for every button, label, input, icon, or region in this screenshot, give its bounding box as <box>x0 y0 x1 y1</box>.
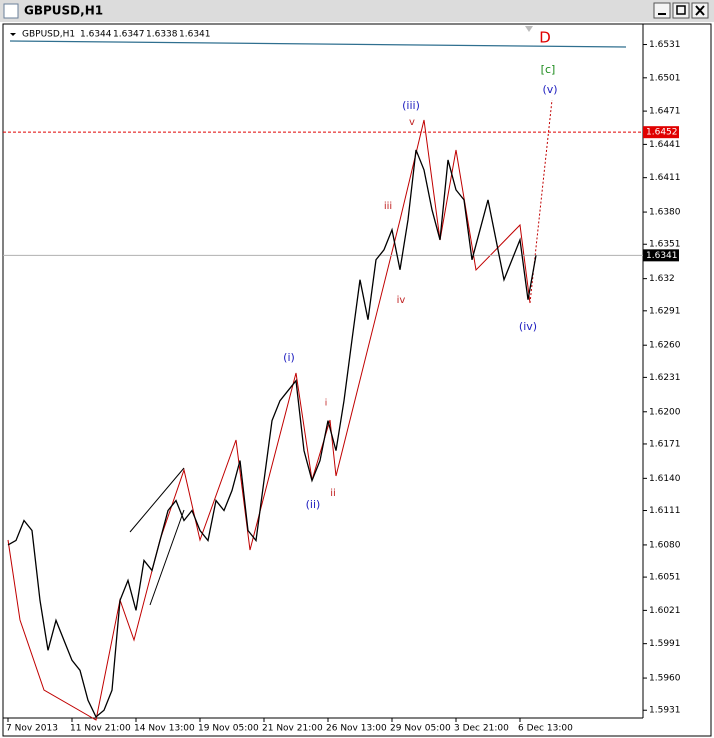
y-tick-label: 1.6471 <box>649 107 681 117</box>
price-label: 1.6452 <box>646 128 678 138</box>
y-tick-label: 1.6051 <box>649 573 681 583</box>
y-tick-label: 1.6501 <box>649 73 681 83</box>
window-title: GBPUSD,H1 <box>24 4 103 18</box>
header-symbol: GBPUSD,H1 <box>22 30 75 40</box>
y-tick-label: 1.6171 <box>649 439 681 449</box>
window-icon <box>3 3 19 19</box>
y-tick-label: 1.6351 <box>649 240 681 250</box>
channel-line <box>129 467 185 533</box>
y-tick-label: 1.6441 <box>649 140 681 150</box>
y-tick-label: 1.6531 <box>649 40 681 50</box>
x-tick-label: 29 Nov 05:00 <box>390 724 451 734</box>
y-tick-label: 1.6200 <box>649 407 681 417</box>
title-bar <box>0 0 714 22</box>
wave-label: iii <box>384 201 392 212</box>
price-label: 1.6341 <box>646 251 678 261</box>
header-arrow <box>10 33 16 36</box>
x-tick-label: 19 Nov 05:00 <box>198 724 259 734</box>
x-tick-label: 6 Dec 13:00 <box>518 724 573 734</box>
y-tick-label: 1.6231 <box>649 373 681 383</box>
header-ohlc: 1.6344 1.6347 1.6338 1.6341 <box>80 30 211 40</box>
wave-label: (v) <box>542 83 557 96</box>
y-tick-label: 1.6411 <box>649 173 681 183</box>
chart-border <box>2 23 712 737</box>
wave-label: ii <box>330 488 336 499</box>
y-tick-label: 1.5991 <box>649 639 681 649</box>
wave-label: (i) <box>283 351 295 364</box>
wave-label: (iii) <box>402 99 420 112</box>
header-ohlc-value: 1.6341 <box>179 30 211 40</box>
y-tick-label: 1.632 <box>649 274 675 284</box>
y-tick-label: 1.6111 <box>649 506 681 516</box>
wave-label: (iv) <box>519 320 537 333</box>
x-tick-label: 21 Nov 21:00 <box>262 724 323 734</box>
window-buttons[interactable] <box>653 2 709 19</box>
trend-line <box>9 40 627 48</box>
wave-label: (ii) <box>306 498 321 511</box>
y-tick-label: 1.6380 <box>649 208 681 218</box>
x-tick-label: 14 Nov 13:00 <box>134 724 195 734</box>
y-tick-label: 1.5960 <box>649 674 681 684</box>
y-tick-label: 1.6140 <box>649 474 681 484</box>
y-tick-label: 1.6260 <box>649 341 681 351</box>
x-tick-label: 3 Dec 21:00 <box>454 724 509 734</box>
price-label-box <box>643 126 679 139</box>
y-tick-label: 1.5931 <box>649 706 681 716</box>
maximize-icon <box>676 5 686 15</box>
y-tick-label: 1.6291 <box>649 306 681 316</box>
x-tick-label: 11 Nov 21:00 <box>70 724 131 734</box>
price-label-box <box>643 249 679 262</box>
x-tick-label: 7 Nov 2013 <box>6 724 58 734</box>
channel-line <box>149 509 185 606</box>
y-tick-label: 1.6021 <box>649 606 681 616</box>
wave-label: D <box>539 29 551 47</box>
wave-label: v <box>409 117 415 128</box>
header-ohlc-value: 1.6347 <box>113 30 145 40</box>
shift-marker <box>525 26 533 32</box>
wave-line <box>7 119 531 721</box>
x-tick-label: 26 Nov 13:00 <box>326 724 387 734</box>
header-ohlc-value: 1.6344 <box>80 30 112 40</box>
wave-label: [c] <box>541 63 556 76</box>
header-ohlc-value: 1.6338 <box>146 30 178 40</box>
close-icon <box>695 5 705 16</box>
wave-label: i <box>325 399 328 409</box>
minimize-button[interactable] <box>653 2 671 19</box>
y-tick-label: 1.6080 <box>649 540 681 550</box>
wave-label: iv <box>397 295 406 306</box>
price-line <box>7 149 537 718</box>
